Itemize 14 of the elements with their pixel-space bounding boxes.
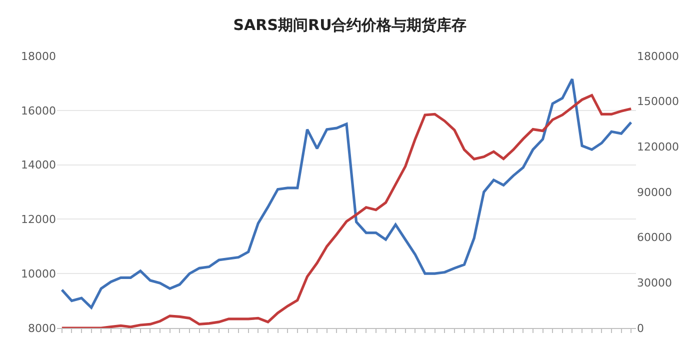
- y-tick-label: 12000: [21, 213, 56, 226]
- y-tick-label: 18000: [21, 50, 56, 63]
- y-tick-label: 8000: [28, 322, 56, 335]
- chart-title: SARS期间RU合约价格与期货库存: [233, 16, 467, 34]
- y2-tick-label: 150000: [637, 95, 679, 108]
- y-tick-label: 16000: [21, 104, 56, 118]
- y-tick-label: 10000: [21, 267, 56, 280]
- y2-tick-label: 90000: [637, 186, 672, 199]
- y2-tick-label: 60000: [637, 231, 672, 244]
- y2-tick-label: 30000: [637, 276, 672, 290]
- y2-tick-label: 120000: [637, 140, 679, 154]
- y2-tick-label: 180000: [637, 50, 679, 63]
- y2-tick-label: 0: [637, 322, 644, 335]
- y-tick-label: 14000: [21, 158, 56, 172]
